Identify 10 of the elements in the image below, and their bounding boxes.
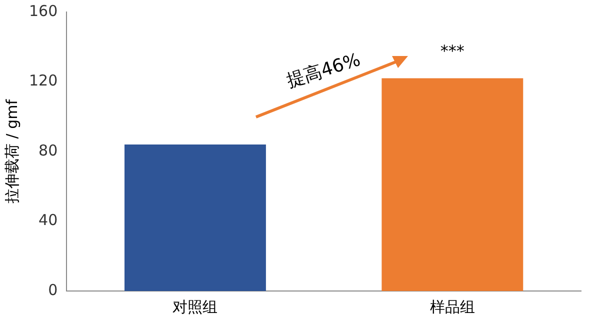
y-axis-title: 拉伸载荷 / gmf — [2, 98, 21, 204]
y-tick-label: 40 — [38, 211, 58, 230]
y-tick-label: 160 — [28, 2, 58, 20]
x-tick-label: 对照组 — [172, 298, 218, 316]
y-tick-label: 80 — [38, 141, 58, 160]
x-tick-label: 样品组 — [430, 298, 475, 316]
annotation: *** — [440, 41, 464, 60]
annotation: 提高46% — [284, 49, 363, 92]
y-tick-label: 120 — [28, 72, 58, 90]
y-tick-label: 0 — [48, 280, 58, 299]
